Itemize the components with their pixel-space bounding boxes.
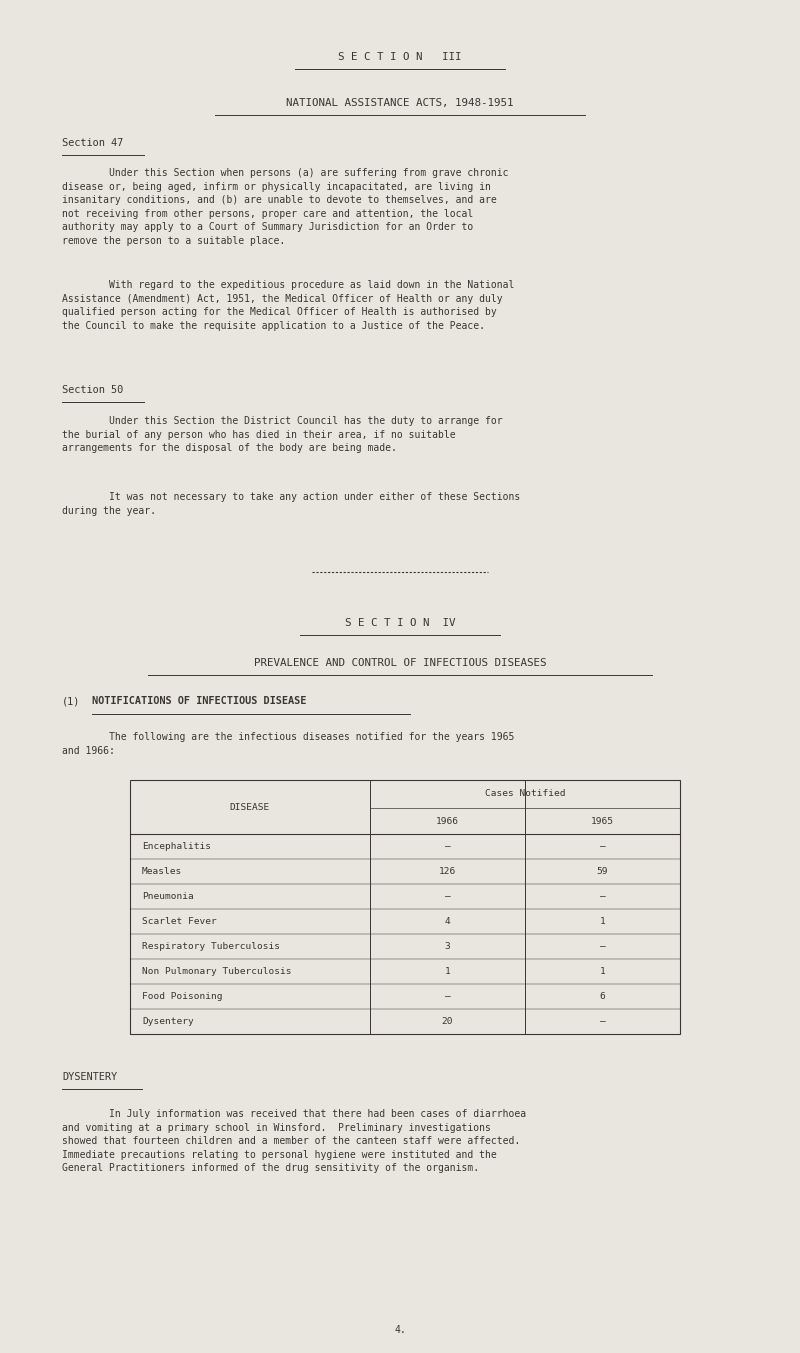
Text: DISEASE: DISEASE (230, 802, 270, 812)
Text: In July information was received that there had been cases of diarrhoea
and vomi: In July information was received that th… (62, 1109, 526, 1173)
Text: Dysentery: Dysentery (142, 1017, 194, 1026)
Text: PREVALENCE AND CONTROL OF INFECTIOUS DISEASES: PREVALENCE AND CONTROL OF INFECTIOUS DIS… (254, 658, 546, 668)
Text: —: — (600, 842, 606, 851)
Text: Scarlet Fever: Scarlet Fever (142, 917, 217, 925)
Text: S E C T I O N   III: S E C T I O N III (338, 51, 462, 62)
Text: 1966: 1966 (436, 816, 459, 825)
Text: 1: 1 (600, 967, 606, 976)
Text: Under this Section when persons (a) are suffering from grave chronic
disease or,: Under this Section when persons (a) are … (62, 168, 509, 246)
Text: 59: 59 (597, 867, 608, 875)
Text: 1: 1 (600, 917, 606, 925)
Text: 126: 126 (439, 867, 456, 875)
Text: —: — (445, 992, 450, 1001)
Text: NOTIFICATIONS OF INFECTIOUS DISEASE: NOTIFICATIONS OF INFECTIOUS DISEASE (92, 695, 306, 706)
Text: 6: 6 (600, 992, 606, 1001)
Text: 1: 1 (445, 967, 450, 976)
Text: Respiratory Tuberculosis: Respiratory Tuberculosis (142, 942, 280, 951)
Text: Pneumonia: Pneumonia (142, 892, 194, 901)
Bar (130, 779, 680, 1034)
Text: Cases Notified: Cases Notified (485, 790, 566, 798)
Text: Food Poisoning: Food Poisoning (142, 992, 222, 1001)
Text: 4.: 4. (394, 1325, 406, 1335)
Text: With regard to the expeditious procedure as laid down in the National
Assistance: With regard to the expeditious procedure… (62, 280, 514, 330)
Text: —: — (445, 892, 450, 901)
Text: Section 47: Section 47 (62, 138, 123, 147)
Text: —: — (445, 842, 450, 851)
Text: DYSENTERY: DYSENTERY (62, 1072, 117, 1082)
Text: —: — (600, 942, 606, 951)
Text: Measles: Measles (142, 867, 182, 875)
Text: Encephalitis: Encephalitis (142, 842, 211, 851)
Text: 20: 20 (442, 1017, 454, 1026)
Text: It was not necessary to take any action under either of these Sections
during th: It was not necessary to take any action … (62, 492, 520, 515)
Text: 3: 3 (445, 942, 450, 951)
Text: Section 50: Section 50 (62, 386, 123, 395)
Text: (1): (1) (62, 695, 80, 706)
Text: NATIONAL ASSISTANCE ACTS, 1948-1951: NATIONAL ASSISTANCE ACTS, 1948-1951 (286, 97, 514, 108)
Text: —: — (600, 1017, 606, 1026)
Text: The following are the infectious diseases notified for the years 1965
and 1966:: The following are the infectious disease… (62, 732, 514, 755)
Text: 1965: 1965 (591, 816, 614, 825)
Text: Non Pulmonary Tuberculosis: Non Pulmonary Tuberculosis (142, 967, 291, 976)
Text: Under this Section the District Council has the duty to arrange for
the burial o: Under this Section the District Council … (62, 415, 502, 453)
Text: 4: 4 (445, 917, 450, 925)
Text: S E C T I O N  IV: S E C T I O N IV (345, 618, 455, 628)
Text: —: — (600, 892, 606, 901)
